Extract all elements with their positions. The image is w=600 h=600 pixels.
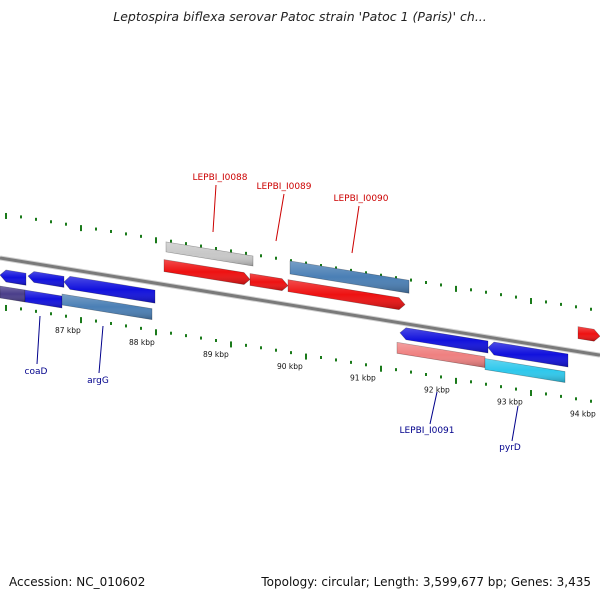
gene-reverse-strand[interactable]	[0, 285, 26, 303]
sequence-backbone	[0, 255, 600, 358]
tick-label: 91 kbp	[350, 374, 376, 383]
tick-label: 88 kbp	[129, 338, 155, 347]
tick-label: 87 kbp	[55, 326, 81, 335]
gene-label-lepbi-i0091[interactable]: LEPBI_I0091	[399, 391, 455, 436]
gene-reverse-strand[interactable]	[27, 271, 65, 288]
tick-label: 94 kbp	[570, 409, 596, 418]
tick-label: 92 kbp	[424, 386, 450, 395]
tick-label: 93 kbp	[497, 398, 523, 407]
map-title: Leptospira biflexa serovar Patoc strain …	[113, 9, 487, 24]
accession-text: Accession: NC_010602	[9, 575, 146, 589]
tick-label: 90 kbp	[277, 362, 303, 371]
gene-lepbi-i0088[interactable]	[165, 241, 254, 267]
svg-text:argG: argG	[87, 376, 109, 386]
svg-text:LEPBI_I0089: LEPBI_I0089	[256, 182, 311, 192]
gene-pyrd[interactable]	[484, 358, 566, 383]
gene-argg[interactable]	[61, 293, 153, 320]
svg-text:LEPBI_I0088: LEPBI_I0088	[192, 173, 247, 183]
svg-text:coaD: coaD	[25, 367, 48, 377]
gene-labels: LEPBI_I0088 LEPBI_I0089 LEPBI_I0090 coaD arg…	[25, 173, 521, 453]
gene-label-coad[interactable]: coaD	[25, 315, 48, 377]
gene-forward-strand[interactable]	[163, 259, 251, 285]
gene-label-lepbi-i0089[interactable]: LEPBI_I0089	[256, 182, 312, 242]
gene-reverse-strand[interactable]	[399, 327, 489, 354]
gene-label-lepbi-i0090[interactable]: LEPBI_I0090	[333, 194, 389, 254]
gene-forward-strand[interactable]	[577, 326, 600, 342]
gene-track	[0, 241, 600, 383]
inner-tick-track: 87 kbp 88 kbp 89 kbp 90 kbp 91 kbp 92 kbp 93 k…	[5, 304, 596, 418]
gene-reverse-strand[interactable]	[63, 276, 156, 304]
gene-forward-strand[interactable]	[287, 279, 406, 310]
outer-tick-track	[5, 212, 592, 311]
gene-label-lepbi-i0088[interactable]: LEPBI_I0088	[192, 173, 248, 233]
gene-reverse-strand[interactable]	[487, 341, 569, 368]
gene-lepbi-i0089[interactable]	[249, 273, 289, 292]
gene-label-argg[interactable]: argG	[87, 325, 109, 386]
topology-summary: Topology: circular; Length: 3,599,677 bp…	[261, 575, 591, 589]
svg-text:pyrD: pyrD	[499, 443, 521, 453]
gene-reverse-strand[interactable]	[0, 269, 27, 286]
tick-label: 89 kbp	[203, 350, 229, 359]
gene-coad[interactable]	[24, 289, 63, 309]
gene-label-pyrd[interactable]: pyrD	[499, 405, 521, 453]
gene-lepbi-i0090[interactable]	[289, 260, 410, 294]
svg-text:LEPBI_I0090: LEPBI_I0090	[333, 194, 388, 204]
svg-text:LEPBI_I0091: LEPBI_I0091	[399, 426, 454, 436]
